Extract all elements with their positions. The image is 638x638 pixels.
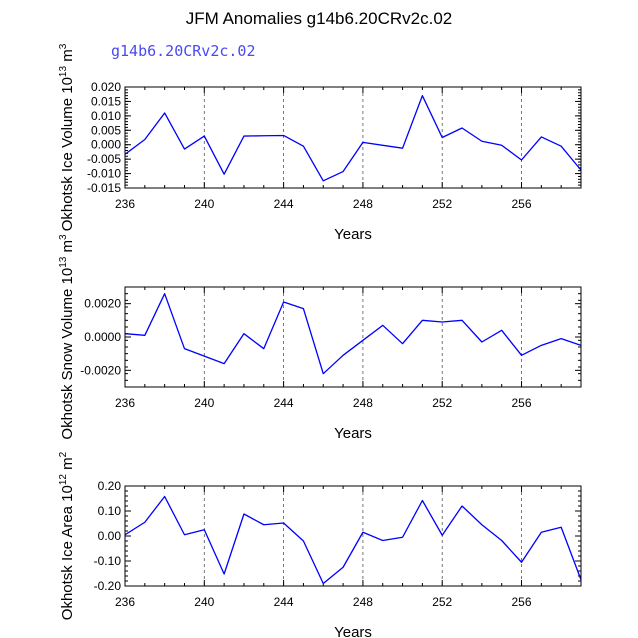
panel-snow-volume: -0.0020 0.0000 0.0020 236 240 244 248 252 256 Yea… — [58, 234, 582, 442]
y-axis-label-text: m — [59, 49, 76, 66]
y-axis-label-exponent: 12 — [58, 474, 69, 486]
y-axis-label-exponent: 13 — [58, 256, 69, 268]
y-tick-label: -0.010 — [87, 167, 121, 181]
x-tick-label: 240 — [194, 396, 214, 410]
x-tick-label: 244 — [274, 396, 294, 410]
y-axis-label-text: Okhotsk Ice Volume 10 — [59, 77, 76, 231]
plot-frame — [124, 485, 582, 587]
y-tick-label: 0.015 — [91, 94, 121, 108]
panel-ice-volume: -0.015-0.010-0.0050.0000.0050.0100.0150.… — [58, 43, 582, 243]
y-tick-label: -0.20 — [94, 579, 122, 593]
x-tick-label: 256 — [512, 396, 532, 410]
y-tick-label: -0.0020 — [80, 363, 121, 377]
x-tick-label: 244 — [274, 197, 294, 211]
y-axis-label-text: m — [59, 240, 76, 257]
y-tick-label: 0.0000 — [84, 330, 121, 344]
y-tick-label: -0.015 — [87, 181, 121, 195]
y-tick-label: 0.10 — [98, 504, 122, 518]
y-axis-label-text: Okhotsk Snow Volume 10 — [59, 268, 76, 440]
x-tick-label: 248 — [353, 197, 373, 211]
y-tick-label: 0.020 — [91, 80, 121, 94]
y-axis-label-exponent: 2 — [58, 451, 69, 457]
y-tick-label: -0.005 — [87, 152, 121, 166]
y-axis-label-text: m — [59, 457, 76, 474]
x-axis-label: Years — [334, 425, 372, 442]
x-tick-label: 252 — [432, 197, 452, 211]
plot-frame — [124, 286, 582, 388]
figure-subtitle: g14b6.20CRv2c.02 — [111, 42, 256, 60]
x-tick-label: 236 — [115, 396, 135, 410]
y-axis-label-text: Okhotsk Ice Area 10 — [59, 485, 76, 620]
x-axis-label: Years — [334, 624, 372, 638]
y-axis-label-exponent: 3 — [58, 234, 69, 240]
x-axis-label: Years — [334, 226, 372, 243]
x-tick-label: 256 — [512, 595, 532, 609]
y-axis-label-exponent: 3 — [58, 43, 69, 49]
chart-panels: -0.015-0.010-0.0050.0000.0050.0100.0150.… — [58, 43, 582, 638]
y-tick-label: 0.000 — [91, 138, 121, 152]
series-line — [124, 293, 582, 375]
series-line — [124, 495, 582, 585]
x-tick-label: 252 — [432, 396, 452, 410]
x-tick-label: 248 — [353, 595, 373, 609]
y-axis-label: Okhotsk Snow Volume 1013 m3 — [58, 234, 76, 440]
series-line — [124, 95, 582, 182]
y-tick-label: -0.10 — [94, 554, 122, 568]
x-tick-label: 248 — [353, 396, 373, 410]
x-tick-label: 256 — [512, 197, 532, 211]
x-tick-label: 252 — [432, 595, 452, 609]
y-tick-label: 0.0020 — [84, 297, 121, 311]
figure-title: JFM Anomalies g14b6.20CRv2c.02 — [186, 9, 452, 28]
x-tick-label: 236 — [115, 595, 135, 609]
x-tick-label: 244 — [274, 595, 294, 609]
panel-ice-area: -0.20 -0.10 0.00 0.10 0.20 236 240 244 248 252 256… — [58, 451, 582, 638]
y-axis-label-exponent: 13 — [58, 65, 69, 77]
plot-frame — [124, 86, 582, 189]
y-tick-label: 0.20 — [98, 479, 122, 493]
y-tick-label: 0.00 — [98, 529, 122, 543]
y-axis-label: Okhotsk Ice Area 1012 m2 — [58, 451, 76, 620]
y-axis-label: Okhotsk Ice Volume 1013 m3 — [58, 43, 76, 231]
x-tick-label: 236 — [115, 197, 135, 211]
y-tick-label: 0.010 — [91, 109, 121, 123]
x-tick-label: 240 — [194, 197, 214, 211]
y-tick-label: 0.005 — [91, 123, 121, 137]
x-tick-label: 240 — [194, 595, 214, 609]
